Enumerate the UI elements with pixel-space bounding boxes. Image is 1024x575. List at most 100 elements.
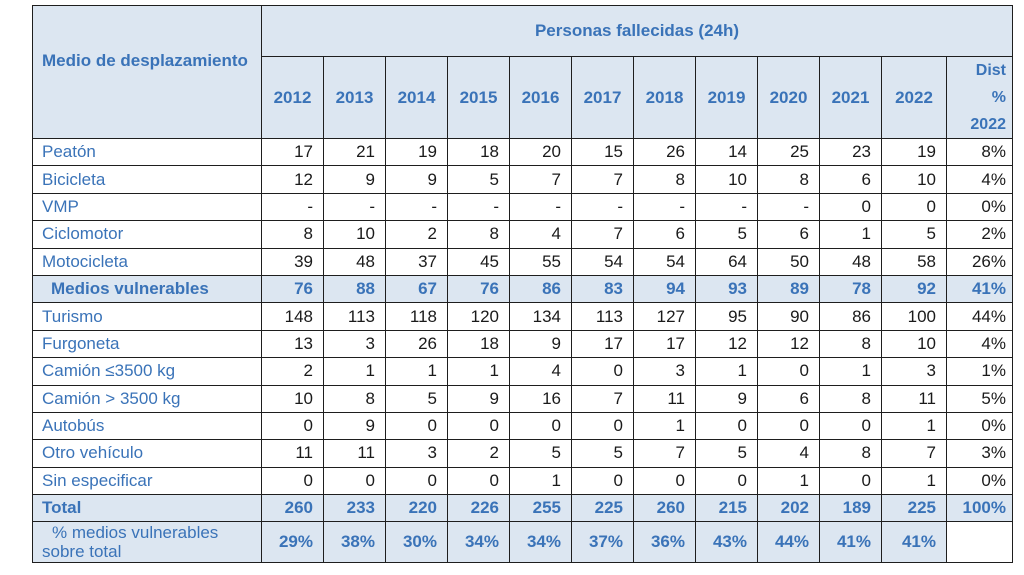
value-cell: 0 xyxy=(261,466,324,496)
vulnerable-share-label-line: % medios vulnerables xyxy=(52,523,219,543)
row-label: Medios vulnerables xyxy=(32,274,262,304)
row-label: Furgoneta xyxy=(32,329,262,359)
value-cell: 6 xyxy=(633,220,696,249)
value-cell: 54 xyxy=(571,247,634,276)
subtotal-row: Medios vulnerables 76 88 67 76 86 83 94 93 89 78 92… xyxy=(32,274,1013,304)
value-cell: - xyxy=(447,192,510,222)
value-cell: 54 xyxy=(633,247,696,276)
row-label: Autobús xyxy=(32,411,262,441)
value-cell: 0 xyxy=(385,411,448,441)
value-cell: 113 xyxy=(571,302,634,331)
total-label: Total xyxy=(32,494,262,523)
value-cell: 6 xyxy=(757,384,820,413)
value-cell: 76 xyxy=(261,274,324,304)
value-cell: 19 xyxy=(385,137,448,167)
value-cell: 11 xyxy=(881,384,947,413)
table-row: Autobús 0 9 0 0 0 0 1 0 0 0 1 0% xyxy=(32,411,1013,441)
value-cell: 90 xyxy=(757,302,820,331)
value-cell: 134 xyxy=(509,302,572,331)
value-cell: 14 xyxy=(695,137,758,167)
share-value-cell: 36% xyxy=(633,521,696,564)
value-cell: 0 xyxy=(385,466,448,496)
table-row: Turismo 148 113 118 120 134 113 127 95 90 86 100 44% xyxy=(32,302,1013,331)
value-cell: 1 xyxy=(695,357,758,386)
share-value-cell: 38% xyxy=(323,521,386,564)
value-cell: 11 xyxy=(261,439,324,468)
value-cell: 1 xyxy=(819,220,882,249)
value-cell: 0 xyxy=(881,192,947,222)
table-row: Camión > 3500 kg 10 8 5 9 16 7 11 9 6 8 11 5% xyxy=(32,384,1013,413)
row-label: Turismo xyxy=(32,302,262,331)
total-value-cell: 225 xyxy=(881,494,947,523)
value-cell: 67 xyxy=(385,274,448,304)
value-cell: - xyxy=(509,192,572,222)
value-cell: - xyxy=(695,192,758,222)
group-header: Personas fallecidas (24h) xyxy=(261,5,1013,57)
row-label: Camión ≤3500 kg xyxy=(32,357,262,386)
total-value-cell: 260 xyxy=(261,494,324,523)
value-cell: 45 xyxy=(447,247,510,276)
value-cell: 118 xyxy=(385,302,448,331)
value-cell: 19 xyxy=(881,137,947,167)
value-cell: 10 xyxy=(881,329,947,359)
share-value-cell: 43% xyxy=(695,521,758,564)
share-value-cell: 41% xyxy=(819,521,882,564)
value-cell: 1 xyxy=(757,466,820,496)
value-cell: 9 xyxy=(509,329,572,359)
value-cell: 9 xyxy=(323,165,386,194)
share-value-cell: 34% xyxy=(509,521,572,564)
value-cell: 83 xyxy=(571,274,634,304)
total-value-cell: 255 xyxy=(509,494,572,523)
dist-cell: 4% xyxy=(946,165,1013,194)
value-cell: 18 xyxy=(447,137,510,167)
value-cell: 9 xyxy=(447,384,510,413)
value-cell: 11 xyxy=(633,384,696,413)
value-cell: 5 xyxy=(695,439,758,468)
value-cell: 4 xyxy=(509,357,572,386)
table-body: Peatón 17 21 19 18 20 15 26 14 25 23 19 8% Bicicleta 1… xyxy=(32,137,1013,564)
total-value-cell: 226 xyxy=(447,494,510,523)
table-row: Peatón 17 21 19 18 20 15 26 14 25 23 19 8% xyxy=(32,137,1013,167)
value-cell: 1 xyxy=(323,357,386,386)
value-cell: 58 xyxy=(881,247,947,276)
value-cell: 0 xyxy=(261,411,324,441)
value-cell: 1 xyxy=(881,411,947,441)
value-cell: - xyxy=(323,192,386,222)
row-label: VMP xyxy=(32,192,262,222)
total-value-cell: 260 xyxy=(633,494,696,523)
dist-cell: 1% xyxy=(946,357,1013,386)
value-cell: 148 xyxy=(261,302,324,331)
value-cell: 37 xyxy=(385,247,448,276)
row-label: Ciclomotor xyxy=(32,220,262,249)
table-wrapper: Medio de desplazamiento Personas falleci… xyxy=(32,5,1013,564)
table-row: Otro vehículo 11 11 3 2 5 5 7 5 4 8 7 3% xyxy=(32,439,1013,468)
share-value-cell: 37% xyxy=(571,521,634,564)
year-header: 2021 xyxy=(819,56,882,139)
corner-header: Medio de desplazamiento xyxy=(32,5,262,139)
value-cell: 12 xyxy=(261,165,324,194)
value-cell: 5 xyxy=(881,220,947,249)
share-value-cell: 34% xyxy=(447,521,510,564)
value-cell: 6 xyxy=(757,220,820,249)
value-cell: 0 xyxy=(509,411,572,441)
row-label: Bicicleta xyxy=(32,165,262,194)
value-cell: 5 xyxy=(695,220,758,249)
value-cell: 0 xyxy=(695,466,758,496)
row-label: Sin especificar xyxy=(32,466,262,496)
value-cell: 76 xyxy=(447,274,510,304)
dist-cell: 2% xyxy=(946,220,1013,249)
year-header: 2012 xyxy=(261,56,324,139)
value-cell: 0 xyxy=(819,192,882,222)
value-cell: 86 xyxy=(819,302,882,331)
value-cell: 5 xyxy=(447,165,510,194)
fatalities-table: Medio de desplazamiento Personas falleci… xyxy=(32,5,1013,564)
value-cell: - xyxy=(757,192,820,222)
value-cell: 7 xyxy=(571,384,634,413)
vulnerable-share-label: % medios vulnerables sobre total xyxy=(32,521,262,564)
value-cell: 7 xyxy=(571,220,634,249)
value-cell: 1 xyxy=(819,357,882,386)
share-value-cell: 41% xyxy=(881,521,947,564)
value-cell: 89 xyxy=(757,274,820,304)
value-cell: - xyxy=(261,192,324,222)
share-value-cell: 30% xyxy=(385,521,448,564)
